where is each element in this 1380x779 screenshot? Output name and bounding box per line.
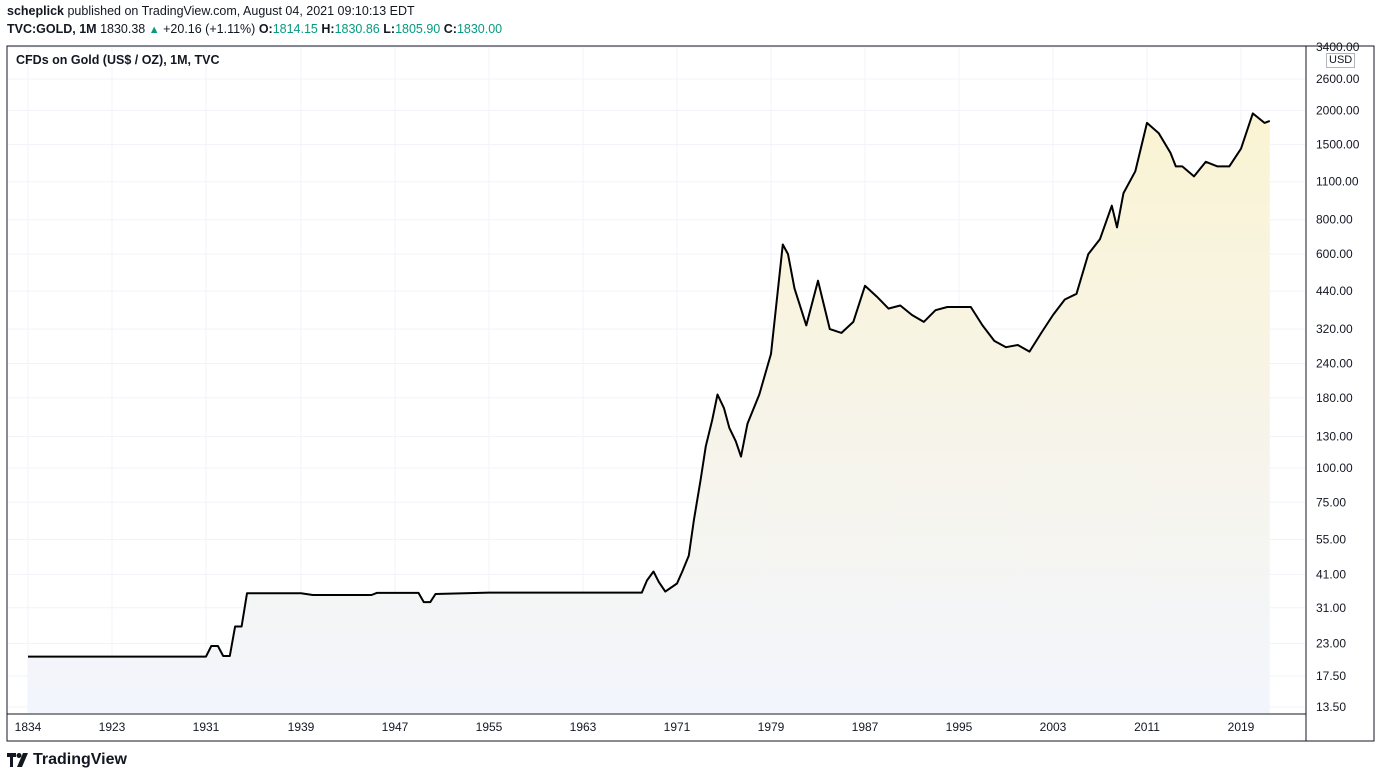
x-tick-label: 2003 [1040, 720, 1067, 734]
x-tick-label: 1995 [946, 720, 973, 734]
y-tick-label: 31.00 [1316, 601, 1346, 615]
y-tick-label: 75.00 [1316, 495, 1346, 509]
x-tick-label: 1979 [758, 720, 785, 734]
y-tick-label: 130.00 [1316, 430, 1353, 444]
y-tick-label: 13.50 [1316, 700, 1346, 714]
currency-label[interactable]: USD [1326, 53, 1356, 68]
high-label: H: [321, 22, 335, 36]
y-tick-label: 180.00 [1316, 391, 1353, 405]
y-tick-label: 41.00 [1316, 567, 1346, 581]
x-tick-label: 2011 [1134, 720, 1160, 734]
y-tick-label: 600.00 [1316, 247, 1353, 261]
time-axis[interactable]: 1834 1923 1931 1939 1947 1955 1963 1971 1979 1987… [15, 720, 1255, 734]
ohlc-bar: TVC:GOLD, 1M 1830.38 ▲ +20.16 (+1.11%) O… [7, 21, 502, 38]
publish-text: published on TradingView.com, August 04,… [63, 4, 415, 18]
y-tick-label: 1500.00 [1316, 138, 1360, 152]
x-tick-label: 1955 [476, 720, 503, 734]
last-price: 1830.38 [100, 22, 146, 36]
x-tick-label: 1971 [664, 720, 691, 734]
y-tick-label: 2600.00 [1316, 72, 1360, 86]
tradingview-logo[interactable]: TradingView [7, 751, 127, 769]
y-tick-label: 440.00 [1316, 284, 1353, 298]
open-label: O: [258, 22, 273, 36]
x-tick-label: 1963 [570, 720, 597, 734]
open-value: 1814.15 [272, 22, 318, 36]
price-axis[interactable]: 3400.00 2600.00 2000.00 1500.00 1100.00 800.0… [1316, 40, 1360, 714]
tradingview-logo-icon [7, 753, 28, 767]
y-tick-label: 23.00 [1316, 636, 1346, 650]
y-tick-label: 320.00 [1316, 322, 1353, 336]
low-value: 1805.90 [395, 22, 441, 36]
y-tick-label: 2000.00 [1316, 103, 1360, 117]
x-tick-label: 1931 [193, 720, 220, 734]
y-tick-label: 55.00 [1316, 532, 1346, 546]
chart-title: CFDs on Gold (US$ / OZ), 1M, TVC [16, 53, 220, 67]
y-tick-label: 3400.00 [1316, 40, 1360, 54]
low-label: L: [383, 22, 396, 36]
high-value: 1830.86 [334, 22, 380, 36]
close-label: C: [443, 22, 457, 36]
change-arrow-icon: ▲ [148, 24, 160, 36]
symbol-label: TVC:GOLD, 1M [7, 22, 97, 36]
x-tick-label: 1987 [852, 720, 879, 734]
x-tick-label: 2019 [1228, 720, 1255, 734]
close-value: 1830.00 [456, 22, 503, 36]
y-tick-label: 1100.00 [1316, 175, 1359, 189]
x-tick-label: 1939 [288, 720, 315, 734]
price-change: +20.16 (+1.11%) [163, 22, 256, 36]
chart-frame [6, 45, 1375, 742]
y-tick-label: 240.00 [1316, 356, 1353, 370]
y-tick-label: 100.00 [1316, 461, 1353, 475]
y-tick-label: 17.50 [1316, 669, 1346, 683]
price-area-fill [28, 113, 1270, 713]
price-line [28, 112, 1271, 658]
x-tick-label: 1947 [382, 720, 409, 734]
x-tick-label: 1834 [15, 720, 42, 734]
x-tick-label: 1923 [99, 720, 126, 734]
publish-info: scheplick published on TradingView.com, … [7, 3, 415, 19]
publisher-name[interactable]: scheplick [7, 4, 64, 18]
y-tick-label: 800.00 [1316, 213, 1353, 227]
